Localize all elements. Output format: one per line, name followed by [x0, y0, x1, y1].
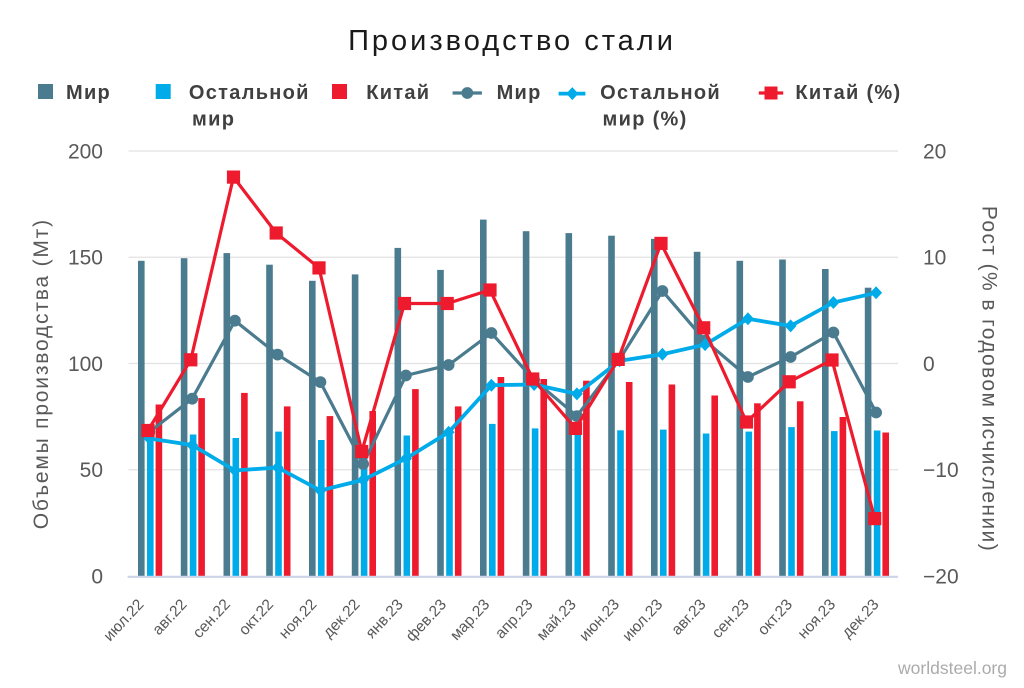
- svg-text:0: 0: [923, 353, 935, 376]
- svg-text:10: 10: [923, 247, 946, 270]
- svg-text:0: 0: [91, 565, 103, 588]
- svg-text:мир: мир: [192, 109, 235, 131]
- svg-text:200: 200: [68, 140, 103, 163]
- svg-text:100: 100: [68, 353, 103, 376]
- svg-text:Мир: Мир: [497, 82, 542, 104]
- svg-text:Остальной: Остальной: [600, 82, 721, 104]
- svg-text:Мир: Мир: [66, 82, 111, 104]
- svg-text:мир (%): мир (%): [603, 109, 688, 131]
- svg-text:Рост (% в годовом исчислении): Рост (% в годовом исчислении): [978, 206, 1001, 552]
- svg-text:−10: −10: [923, 459, 959, 482]
- svg-text:Производство стали: Производство стали: [348, 25, 676, 57]
- svg-text:150: 150: [68, 247, 103, 270]
- svg-text:50: 50: [80, 459, 103, 482]
- svg-text:Китай: Китай: [366, 82, 430, 104]
- svg-text:20: 20: [923, 140, 946, 163]
- svg-text:worldsteel.org: worldsteel.org: [897, 658, 1007, 678]
- svg-text:−20: −20: [923, 565, 959, 588]
- svg-text:Остальной: Остальной: [189, 82, 310, 104]
- svg-text:Объемы производства (Мт): Объемы производства (Мт): [30, 218, 53, 529]
- svg-text:Китай (%): Китай (%): [795, 82, 901, 104]
